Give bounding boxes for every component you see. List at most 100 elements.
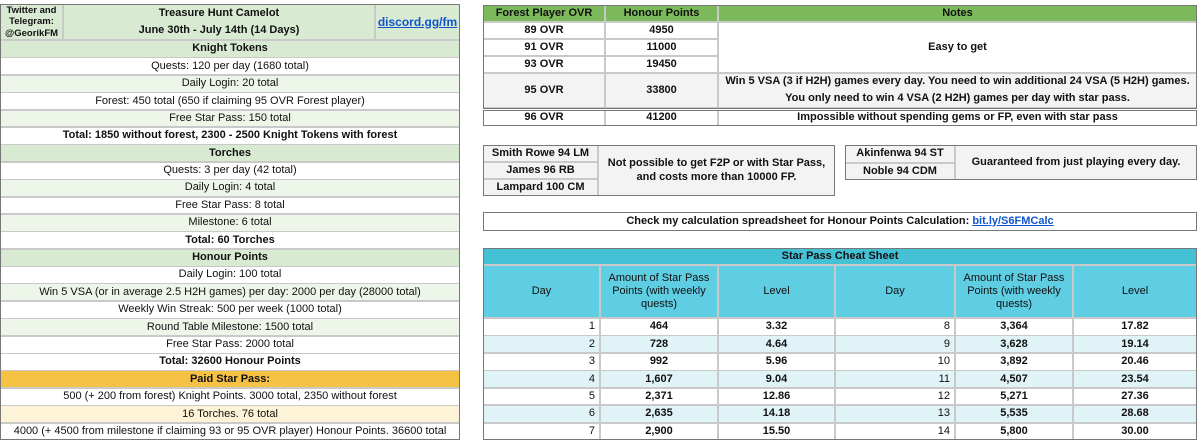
cell-text: Milestone: 6 total <box>188 216 272 229</box>
cell-text: Impossible without spending gems or FP, … <box>797 111 1118 124</box>
value-cell: 992 <box>600 352 718 371</box>
table-border <box>483 248 1197 440</box>
value-cell: 17.82 <box>1073 318 1197 336</box>
cell-text: 27.36 <box>1121 389 1149 402</box>
section-item: Forest: 450 total (650 if claiming 95 OV… <box>0 92 460 111</box>
cell-text: 5,271 <box>1000 389 1028 402</box>
cell-text: 12 <box>937 389 950 402</box>
cell-text: 16 Torches. 76 total <box>182 407 278 420</box>
cell-text: 4000 (+ 4500 from milestone if claiming … <box>13 424 447 437</box>
value-cell: 3.32 <box>718 318 835 336</box>
cell-text: Not possible to get F2P or with Star Pas… <box>607 157 826 183</box>
section-item: Free Star Pass: 2000 total <box>0 335 460 354</box>
section-item: Daily Login: 100 total <box>0 266 460 284</box>
table-border <box>483 110 1197 126</box>
section-item: 4000 (+ 4500 from milestone if claiming … <box>0 422 460 441</box>
cell-text: 17.82 <box>1121 320 1149 333</box>
player-name: James 96 RB <box>483 162 598 179</box>
value-cell: 2,635 <box>600 405 718 423</box>
cell-text: 1 <box>588 320 595 333</box>
value-cell: 19.14 <box>1073 335 1197 354</box>
table-border <box>483 145 835 196</box>
cell-text: 5,535 <box>1000 407 1028 420</box>
player-name: Noble 94 CDM <box>845 162 955 180</box>
title: Treasure Hunt Camelot <box>63 5 375 22</box>
table-border <box>483 212 1197 231</box>
value-cell: 3,892 <box>955 352 1073 371</box>
cell-text: 20.46 <box>1121 355 1149 368</box>
value-cell: 15.50 <box>718 422 835 441</box>
cell-text: Win 5 VSA (3 if H2H) games every day. Yo… <box>725 75 1190 88</box>
section-item: Weekly Win Streak: 500 per week (1000 to… <box>0 300 460 319</box>
cell-text: Total: 1850 without forest, 2300 - 2500 … <box>62 129 398 142</box>
cell-text: 2,371 <box>645 389 673 402</box>
cell-text: 9 <box>943 337 950 350</box>
cell-text: Honour Points <box>623 6 700 19</box>
cell-text: Paid Star Pass: <box>189 372 271 385</box>
cell-text: 8 <box>943 320 950 333</box>
section-total: Total: 32600 Honour Points <box>0 353 460 371</box>
column-header: Day <box>483 265 600 318</box>
cell-text: Guaranteed from just playing every day. <box>971 155 1181 168</box>
table-cell: 91 OVR <box>483 39 605 56</box>
cell-text: 3.32 <box>765 320 788 333</box>
cell-text: Level <box>1121 284 1149 297</box>
table-border <box>845 145 1197 180</box>
note: Win 5 VSA (3 if H2H) games every day. Yo… <box>718 73 1197 91</box>
cell-text: Day <box>531 284 552 297</box>
cell-text: Level <box>763 284 790 297</box>
cell-text: 2 <box>588 337 595 350</box>
value-cell: 9.04 <box>718 370 835 388</box>
cell-text: 19450 <box>646 57 677 70</box>
cell-text: 728 <box>649 337 669 350</box>
cell-text: Star Pass Cheat Sheet <box>781 249 899 262</box>
cell-text: Day <box>885 284 905 297</box>
value-cell: 5,271 <box>955 387 1073 406</box>
cell-text: 5 <box>588 389 595 402</box>
table-cell: 89 OVR <box>483 22 605 39</box>
value-cell: 5.96 <box>718 352 835 371</box>
cell-text: Round Table Milestone: 1500 total <box>146 320 314 333</box>
cell-text: 3,628 <box>1000 337 1028 350</box>
cell-text: Amount of Star Pass Points (with weekly … <box>608 271 710 311</box>
cell-text: 93 OVR <box>524 57 564 70</box>
cell-text: 1,607 <box>645 372 673 385</box>
cell-text: Knight Tokens <box>192 42 268 55</box>
cell-text: 4.64 <box>765 337 788 350</box>
note: You only need to win 4 VSA (2 H2H) games… <box>718 90 1197 108</box>
table-cell: 11000 <box>605 39 718 56</box>
column-header: Amount of Star Pass Points (with weekly … <box>600 265 718 318</box>
cell-text: 91 OVR <box>524 40 564 53</box>
day-cell: 8 <box>835 318 955 336</box>
cell-text: 14.18 <box>762 407 791 420</box>
cell-text: Smith Rowe 94 LM <box>491 146 590 159</box>
value-cell: 14.18 <box>718 405 835 423</box>
cell-text: Easy to get <box>928 40 987 53</box>
cell-text: 4 <box>588 372 595 385</box>
section-header: Honour Points <box>0 248 460 267</box>
cell-text: 23.54 <box>1121 372 1149 385</box>
column-header: Level <box>718 265 835 318</box>
cell-text: Quests: 3 per day (42 total) <box>163 164 297 177</box>
cell-text: Honour Points <box>192 251 268 264</box>
value-cell: 4,507 <box>955 370 1073 388</box>
calc-link[interactable]: bit.ly/S6FMCalc <box>972 214 1054 227</box>
value-cell: 3,364 <box>955 318 1073 336</box>
cell-text: Akinfenwa 94 ST <box>856 147 944 160</box>
cell-text: 89 OVR <box>524 23 564 36</box>
value-cell: 5,535 <box>955 405 1073 423</box>
value-cell: 1,607 <box>600 370 718 388</box>
link[interactable]: discord.gg/fm <box>377 14 458 29</box>
table-cell: 93 OVR <box>483 56 605 73</box>
cell-text: Amount of Star Pass Points (with weekly … <box>963 271 1065 311</box>
value-cell: 728 <box>600 335 718 354</box>
social-handle: Twitter and Telegram: @GeorikFM <box>0 4 63 40</box>
day-cell: 12 <box>835 387 955 406</box>
day-cell: 11 <box>835 370 955 388</box>
cell-text: You only need to win 4 VSA (2 H2H) games… <box>785 92 1130 105</box>
cell-text: 96 OVR <box>524 111 564 124</box>
cell-text: 5,800 <box>1000 424 1028 437</box>
value-cell: 27.36 <box>1073 387 1197 406</box>
cell-text: Daily Login: 20 total <box>181 77 279 90</box>
